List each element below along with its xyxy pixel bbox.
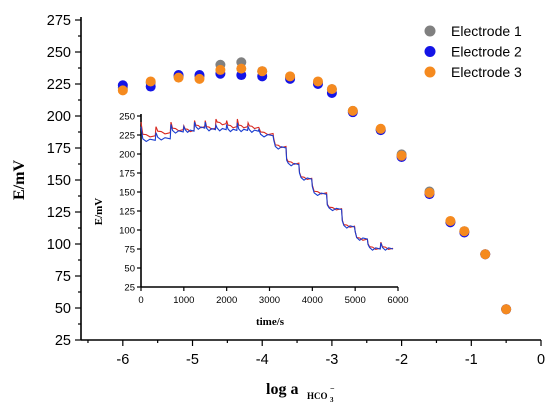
- data-point: [480, 249, 491, 260]
- legend-marker: [424, 66, 436, 78]
- inset-y-tick-label: 100: [119, 226, 135, 237]
- inset-y-tick-label: 175: [119, 169, 135, 180]
- x-axis-title-subsub: 3: [330, 396, 334, 404]
- inset-plot-area: 25 50 75 100 125 150 175 200 225 250 0 1000 2000 3000…: [93, 112, 409, 329]
- inset-x-tick-label: 5000: [345, 295, 366, 306]
- inset-y-tick-label: 200: [119, 150, 135, 161]
- y-tick-label: 200: [47, 109, 71, 125]
- inset-y-tick-label: 150: [119, 188, 135, 199]
- legend-marker: [424, 46, 436, 57]
- inset-series-line: [140, 121, 394, 251]
- inset-series-line: [140, 118, 394, 250]
- inset-x-tick-label: 0: [138, 295, 143, 306]
- x-axis-title-sup: −: [330, 384, 335, 393]
- inset-x-tick-label: 3000: [259, 295, 280, 306]
- y-tick-label: 275: [47, 13, 71, 29]
- data-point: [459, 226, 470, 237]
- inset-x-tick-label: 6000: [387, 295, 408, 306]
- legend-label: Electrode 1: [451, 23, 522, 39]
- legend-label: Electrode 2: [451, 44, 522, 60]
- y-tick-label: 225: [47, 77, 71, 93]
- y-tick-label: 25: [55, 333, 71, 349]
- chart-legend: Electrode 1 Electrode 2 Electrode 3: [424, 23, 522, 80]
- y-tick-label: 75: [55, 269, 71, 285]
- x-axis-title-sub: HCO: [307, 391, 328, 401]
- y-tick-label: 100: [47, 237, 71, 253]
- data-point: [173, 72, 184, 83]
- data-point: [501, 304, 512, 315]
- y-axis-title: E/mV: [11, 160, 28, 200]
- data-point: [347, 105, 358, 116]
- inset-y-tick-label: 225: [119, 131, 135, 142]
- data-point: [145, 76, 156, 87]
- y-tick-label: 250: [47, 45, 71, 61]
- inset-y-tick-label: 250: [119, 112, 135, 123]
- x-axis-title-main: log a: [266, 381, 298, 398]
- data-point: [257, 66, 268, 77]
- inset-x-tick-label: 2000: [216, 295, 237, 306]
- inset-x-axis-title: time/s: [256, 316, 285, 328]
- x-tick-label: -5: [186, 352, 199, 368]
- x-tick-label: -2: [395, 352, 408, 368]
- inset-x-tick-label: 1000: [173, 295, 194, 306]
- main-data-points: [117, 57, 512, 315]
- inset-y-axis-title: E/mV: [93, 198, 105, 226]
- x-tick-label: -1: [465, 352, 478, 368]
- x-tick-label: 0: [537, 352, 545, 368]
- x-tick-label: -4: [256, 352, 269, 368]
- legend-label: Electrode 3: [451, 64, 522, 80]
- x-tick-label: -6: [116, 352, 129, 368]
- y-tick-label: 125: [47, 205, 71, 221]
- data-point: [194, 73, 205, 84]
- data-point: [215, 64, 226, 75]
- inset-y-tick-label: 75: [124, 245, 135, 256]
- data-point: [375, 123, 386, 134]
- data-point: [236, 63, 247, 74]
- legend-marker: [424, 25, 436, 37]
- inset-x-tick-label: 4000: [302, 295, 323, 306]
- inset-y-tick-label: 125: [119, 207, 135, 218]
- y-tick-label: 50: [55, 301, 71, 317]
- data-point: [396, 150, 407, 161]
- y-tick-label: 150: [47, 173, 71, 189]
- data-point: [117, 85, 128, 96]
- data-point: [326, 84, 337, 95]
- inset-y-tick-label: 50: [124, 264, 135, 275]
- x-tick-label: -3: [325, 352, 338, 368]
- data-point: [445, 215, 456, 226]
- data-point: [312, 76, 323, 87]
- x-axis-title: log a HCO 3 −: [266, 381, 335, 404]
- inset-y-tick-label: 25: [124, 283, 135, 294]
- data-point: [285, 71, 296, 82]
- y-tick-label: 175: [47, 141, 71, 157]
- data-point: [424, 187, 435, 198]
